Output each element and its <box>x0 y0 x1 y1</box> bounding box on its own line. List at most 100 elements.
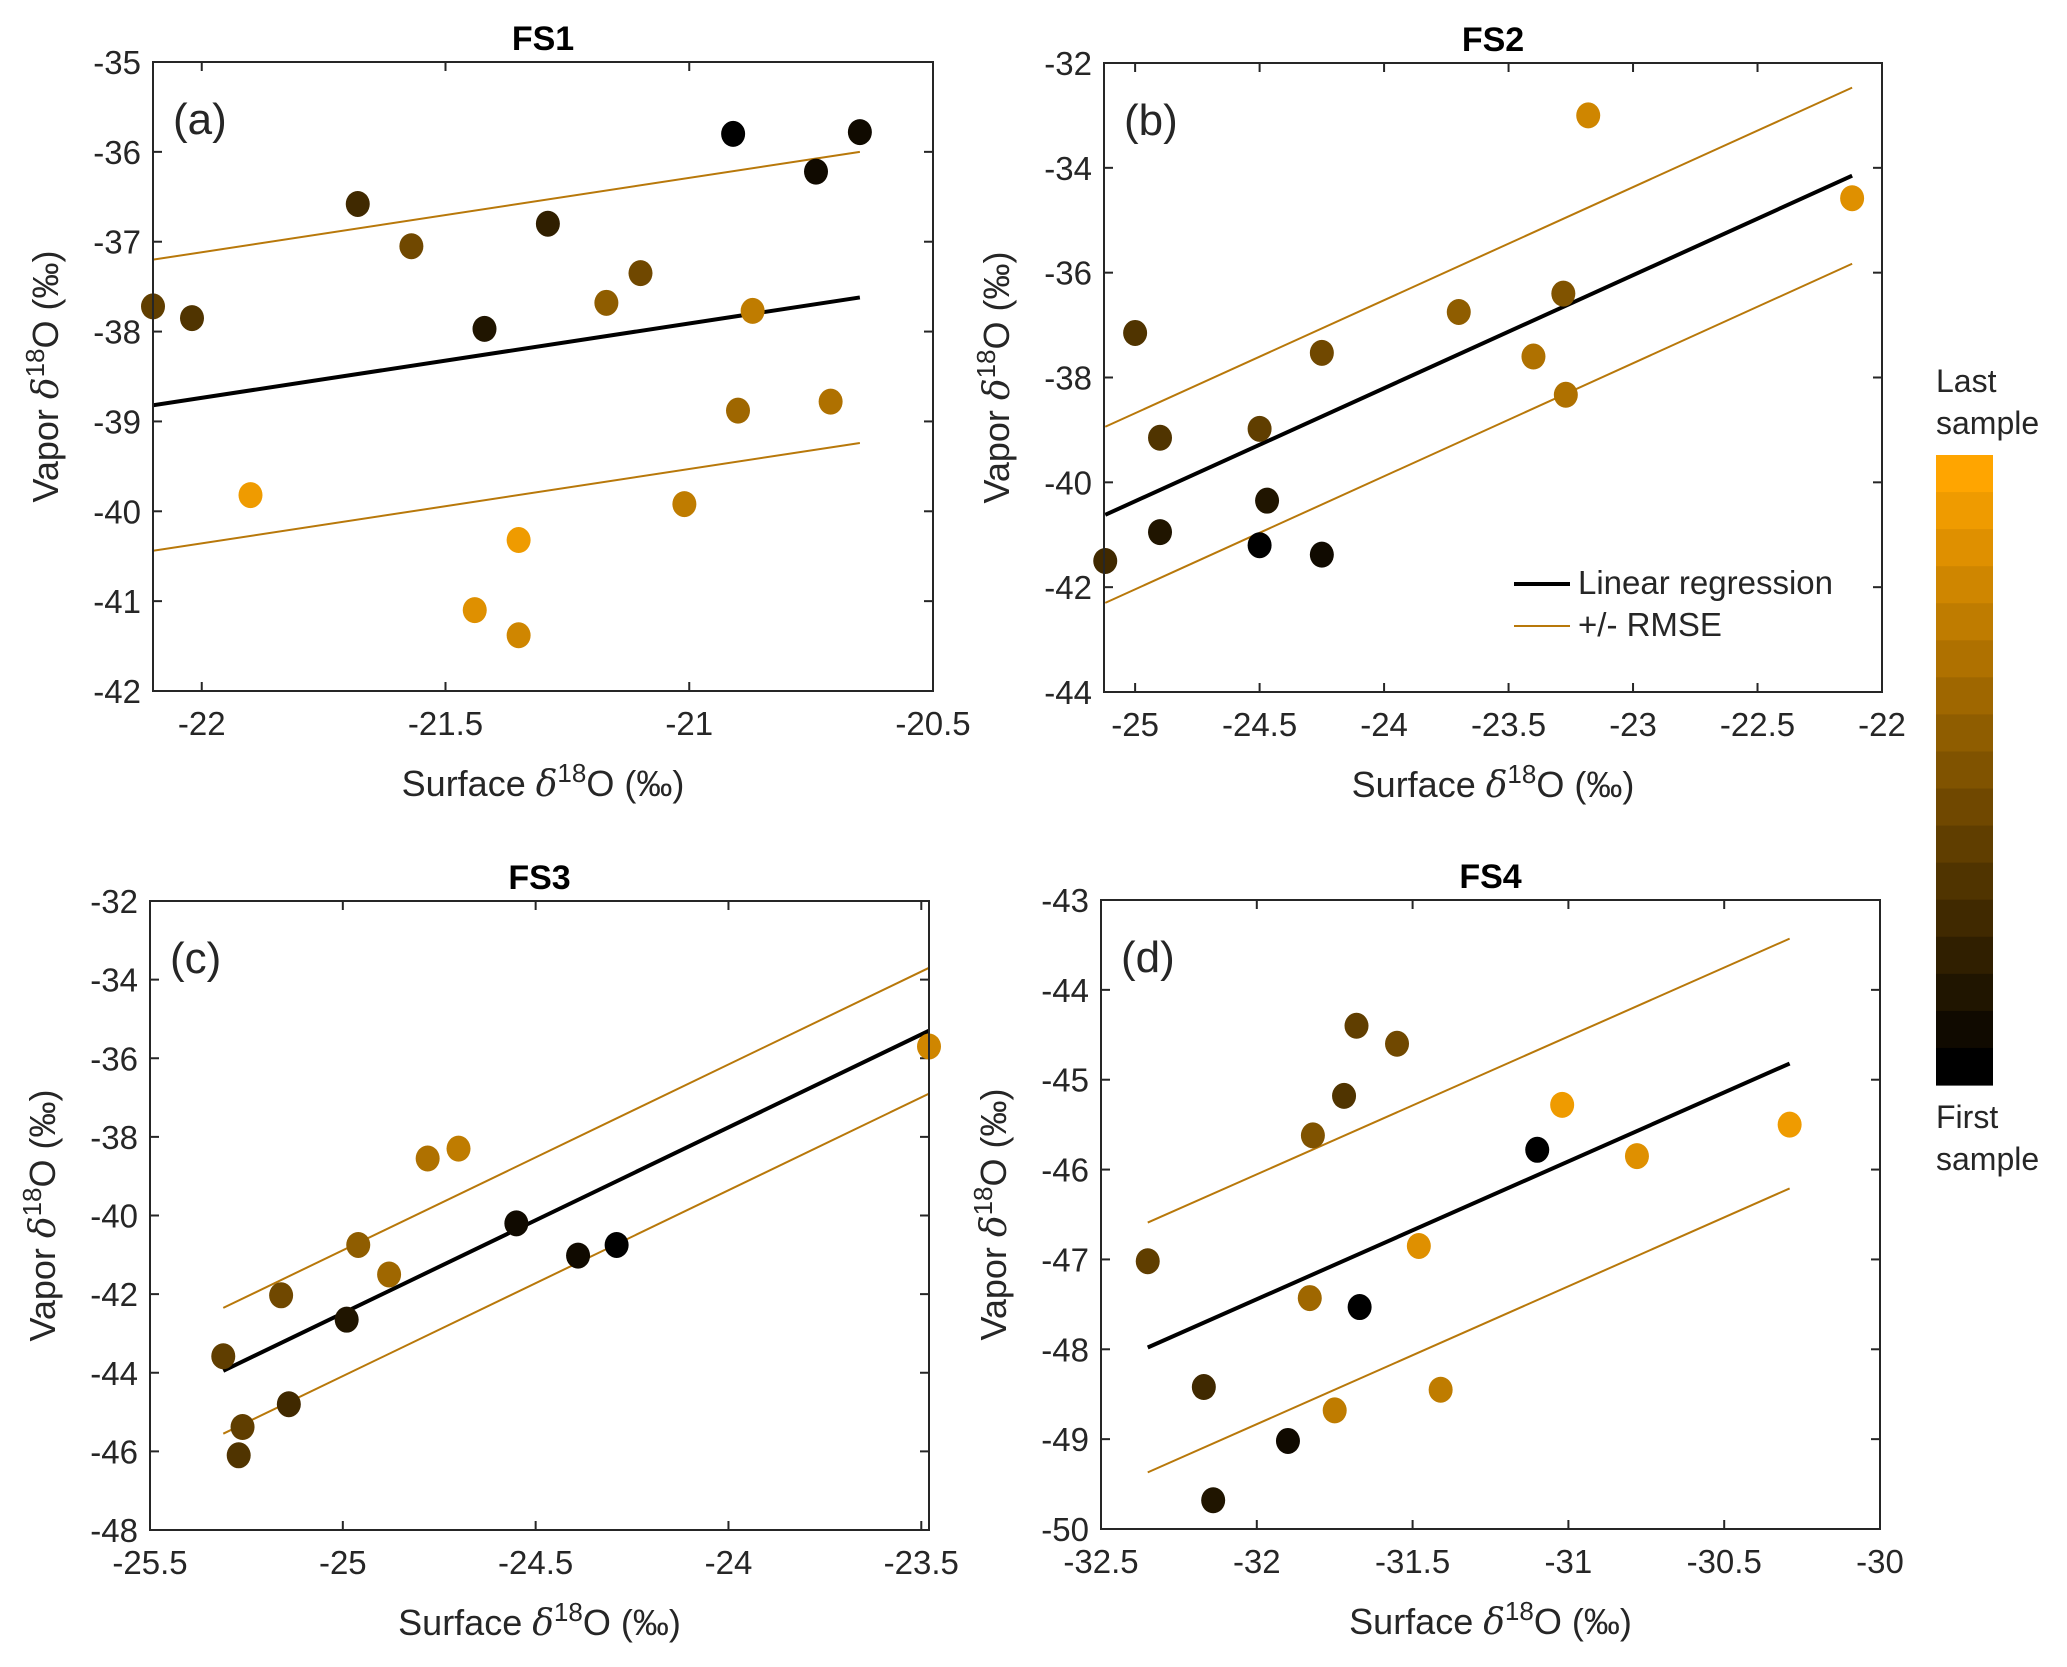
colorbar-step <box>1936 677 1993 716</box>
data-point <box>594 289 619 316</box>
y-tick-label: -46 <box>90 1433 138 1470</box>
data-point <box>506 527 531 554</box>
x-tick-label: -31.5 <box>1375 1543 1450 1580</box>
data-point <box>1148 519 1173 546</box>
colorbar-step <box>1936 566 1993 604</box>
rmse-upper-line <box>222 966 929 1309</box>
data-point <box>1201 1487 1226 1514</box>
regression-line <box>222 1028 929 1373</box>
y-tick-label: -42 <box>90 1276 138 1313</box>
data-point <box>818 388 843 415</box>
data-point <box>415 1145 440 1172</box>
data-point <box>1553 381 1578 408</box>
colorbar-step <box>1936 973 1993 1012</box>
legend: Linear regression +/- RMSE <box>1514 564 1833 643</box>
data-points <box>211 1033 941 1469</box>
y-tick-label: -34 <box>1044 150 1092 187</box>
x-tick-label: -20.5 <box>895 705 970 742</box>
y-tick-label: -40 <box>90 1198 138 1235</box>
data-point <box>346 1231 371 1258</box>
colorbar-step <box>1936 1047 1993 1086</box>
rmse-lower-line <box>1147 1187 1791 1474</box>
data-point <box>1446 298 1471 325</box>
data-points <box>1135 1012 1802 1514</box>
data-point <box>276 1391 301 1418</box>
data-point <box>1300 1122 1325 1149</box>
axes-frame <box>1103 62 1883 693</box>
y-tick-label: -43 <box>1041 882 1089 919</box>
data-point <box>726 397 750 424</box>
rmse-upper-line <box>1104 86 1853 428</box>
y-tick-label: -46 <box>1041 1152 1089 1189</box>
colorbar-step <box>1936 825 1993 864</box>
data-point <box>1521 343 1546 370</box>
data-point <box>566 1242 591 1269</box>
y-tick-label: -35 <box>93 44 141 81</box>
rmse-upper-line <box>1147 937 1791 1224</box>
y-tick-label: -48 <box>90 1512 138 1549</box>
plot-area <box>1104 86 1853 604</box>
data-point <box>721 120 746 147</box>
y-tick-label: -44 <box>90 1355 138 1392</box>
y-tick-label: -32 <box>90 883 138 920</box>
data-point <box>269 1282 294 1309</box>
rmse-upper-line <box>153 150 861 261</box>
data-point <box>238 482 263 509</box>
x-tick-label: -21.5 <box>408 705 483 742</box>
data-point <box>1255 487 1280 514</box>
x-tick-label: -21 <box>665 705 713 742</box>
x-tick-label: -24.5 <box>1222 706 1297 743</box>
panel-fs2: FS2 -25 -24.5 -24 -23.5 -23 -22.5 -22 -44 -42 -40 -… <box>971 21 1906 806</box>
panel-fs3: FS3 -25.5 -25 -24.5 -24 -23.5 -48 -46 -44 -42 -40 -… <box>17 859 959 1644</box>
colorbar-step <box>1936 455 1993 493</box>
data-point <box>1275 1427 1300 1454</box>
axes-frame <box>1100 899 1881 1530</box>
data-point <box>1550 1091 1575 1118</box>
data-point <box>1093 547 1118 574</box>
data-point <box>1191 1374 1216 1401</box>
data-point <box>604 1231 629 1258</box>
y-tick-label: -38 <box>90 1119 138 1156</box>
colorbar-step <box>1936 492 1993 530</box>
data-point <box>211 1343 236 1370</box>
x-tick-label: -22.5 <box>1720 706 1795 743</box>
regression-line <box>1104 173 1853 517</box>
x-axis-label: Surface δ18O (‰) <box>1352 759 1635 806</box>
data-point <box>462 597 487 624</box>
data-point <box>535 210 560 237</box>
panel-fs1: FS1 -22 -21.5 -21 -20.5 -42 -41 -40 -39 -38 -37 -36… <box>20 20 971 805</box>
x-axis-label: Surface δ18O (‰) <box>402 758 685 805</box>
x-tick-label: -30 <box>1856 1543 1904 1580</box>
y-tick-label: -42 <box>93 673 141 710</box>
data-point <box>504 1210 529 1237</box>
y-tick-label: -49 <box>1041 1421 1089 1458</box>
y-tick-label: -44 <box>1041 972 1089 1009</box>
y-axis-label: Vapor δ18O (‰) <box>17 1090 64 1342</box>
data-point <box>345 190 370 217</box>
rmse-lower-line <box>153 442 861 552</box>
y-axis-label: Vapor δ18O (‰) <box>20 251 67 503</box>
panel-title: FS1 <box>512 20 574 58</box>
x-tick-label: -25 <box>319 1544 367 1581</box>
y-tick-label: -40 <box>93 493 141 530</box>
y-tick-label: -40 <box>1044 464 1092 501</box>
y-tick-label: -50 <box>1041 1511 1089 1548</box>
panel-title: FS4 <box>1459 858 1521 896</box>
x-axis-label: Surface δ18O (‰) <box>1349 1596 1632 1643</box>
panel-tag: (c) <box>170 934 221 983</box>
colorbar-step <box>1936 936 1993 975</box>
plot-area <box>1146 937 1791 1474</box>
data-point <box>1344 1012 1369 1039</box>
data-points <box>141 119 872 649</box>
data-point <box>1322 1397 1347 1424</box>
data-point <box>740 297 765 324</box>
panel-title: FS3 <box>508 859 570 897</box>
y-tick-label: -36 <box>93 134 141 171</box>
data-point <box>1332 1082 1357 1109</box>
colorbar-step <box>1936 1010 1993 1049</box>
data-point <box>1576 102 1601 129</box>
x-tick-label: -30.5 <box>1687 1543 1762 1580</box>
y-tick-label: -45 <box>1041 1062 1089 1099</box>
data-point <box>1148 424 1173 451</box>
